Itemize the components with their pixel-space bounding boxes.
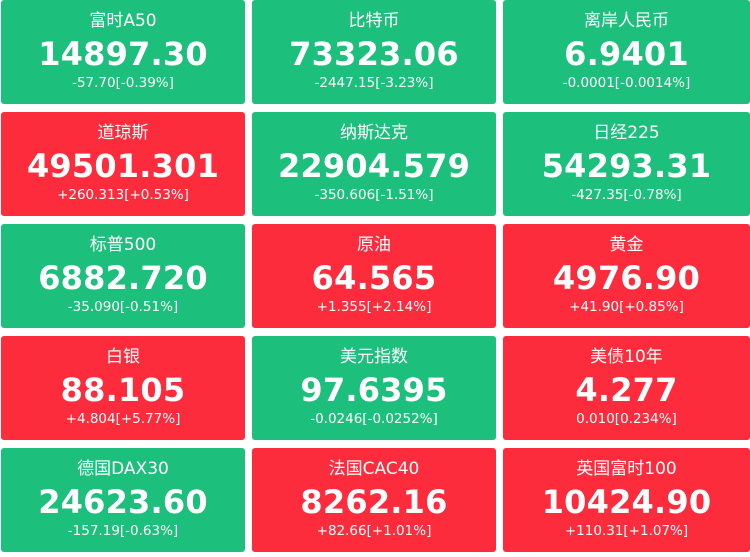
tile-change: 0.010[0.234%] [576, 411, 677, 427]
tile-value: 73323.06 [289, 35, 459, 73]
tile-change: -427.35[-0.78%] [571, 187, 682, 203]
tile-dollar-index[interactable]: 美元指数 97.6395 -0.0246[-0.0252%] [252, 336, 496, 440]
tile-change: -35.090[-0.51%] [67, 299, 179, 315]
tile-nikkei-225[interactable]: 日经225 54293.31 -427.35[-0.78%] [503, 112, 750, 216]
tile-change: -57.70[-0.39%] [72, 75, 174, 91]
tile-change: +4.804[+5.77%] [65, 411, 181, 427]
tile-change: -350.606[-1.51%] [314, 187, 434, 203]
tile-name: 黄金 [609, 235, 644, 255]
tile-dax30[interactable]: 德国DAX30 24623.60 -157.19[-0.63%] [1, 448, 245, 552]
tile-change: +41.90[+0.85%] [569, 299, 684, 315]
tile-change: +1.355[+2.14%] [316, 299, 432, 315]
tile-value: 4.277 [575, 371, 678, 409]
tile-value: 88.105 [60, 371, 186, 409]
tile-sp500[interactable]: 标普500 6882.720 -35.090[-0.51%] [1, 224, 245, 328]
tile-value: 49501.301 [26, 147, 220, 185]
tile-value: 24623.60 [38, 483, 208, 521]
tile-name: 纳斯达克 [340, 123, 408, 143]
tile-value: 10424.90 [541, 483, 712, 521]
tile-cac40[interactable]: 法国CAC40 8262.16 +82.66[+1.01%] [252, 448, 496, 552]
tile-name: 美债10年 [590, 347, 663, 367]
tile-ftse-100[interactable]: 英国富时100 10424.90 +110.31[+1.07%] [503, 448, 750, 552]
tile-name: 原油 [357, 235, 391, 255]
tile-change: -157.19[-0.63%] [67, 523, 179, 539]
tile-name: 标普500 [89, 235, 157, 255]
tile-crude-oil[interactable]: 原油 64.565 +1.355[+2.14%] [252, 224, 496, 328]
tile-change: +260.313[+0.53%] [57, 187, 189, 203]
tile-change: -2447.15[-3.23%] [314, 75, 434, 91]
tile-dow-jones[interactable]: 道琼斯 49501.301 +260.313[+0.53%] [1, 112, 245, 216]
tile-value: 97.6395 [300, 371, 448, 409]
tile-value: 6.9401 [564, 35, 689, 73]
tile-name: 离岸人民币 [584, 11, 669, 31]
tile-change: -0.0001[-0.0014%] [562, 75, 691, 91]
tile-name: 德国DAX30 [77, 459, 169, 479]
tile-value: 64.565 [311, 259, 437, 297]
tile-name: 比特币 [348, 11, 400, 31]
tile-change: +110.31[+1.07%] [564, 523, 689, 539]
tile-bitcoin[interactable]: 比特币 73323.06 -2447.15[-3.23%] [252, 0, 496, 104]
tile-value: 14897.30 [38, 35, 208, 73]
tile-value: 54293.31 [541, 147, 712, 185]
tile-nasdaq[interactable]: 纳斯达克 22904.579 -350.606[-1.51%] [252, 112, 496, 216]
tile-change: +82.66[+1.01%] [316, 523, 432, 539]
tile-name: 法国CAC40 [328, 459, 420, 479]
tile-name: 道琼斯 [97, 123, 149, 143]
tile-change: -0.0246[-0.0252%] [310, 411, 438, 427]
tile-name: 富时A50 [89, 11, 157, 31]
tile-name: 日经225 [593, 123, 660, 143]
tile-name: 白银 [106, 347, 140, 367]
tile-name: 美元指数 [340, 347, 408, 367]
tile-silver[interactable]: 白银 88.105 +4.804[+5.77%] [1, 336, 245, 440]
tile-value: 6882.720 [38, 259, 208, 297]
tile-name: 英国富时100 [576, 459, 677, 479]
tile-ftse-a50[interactable]: 富时A50 14897.30 -57.70[-0.39%] [1, 0, 245, 104]
tile-value: 8262.16 [300, 483, 448, 521]
tile-value: 4976.90 [552, 259, 701, 297]
tile-us-treasury-10y[interactable]: 美债10年 4.277 0.010[0.234%] [503, 336, 750, 440]
tile-value: 22904.579 [277, 147, 471, 185]
tile-offshore-cny[interactable]: 离岸人民币 6.9401 -0.0001[-0.0014%] [503, 0, 750, 104]
tile-gold[interactable]: 黄金 4976.90 +41.90[+0.85%] [503, 224, 750, 328]
